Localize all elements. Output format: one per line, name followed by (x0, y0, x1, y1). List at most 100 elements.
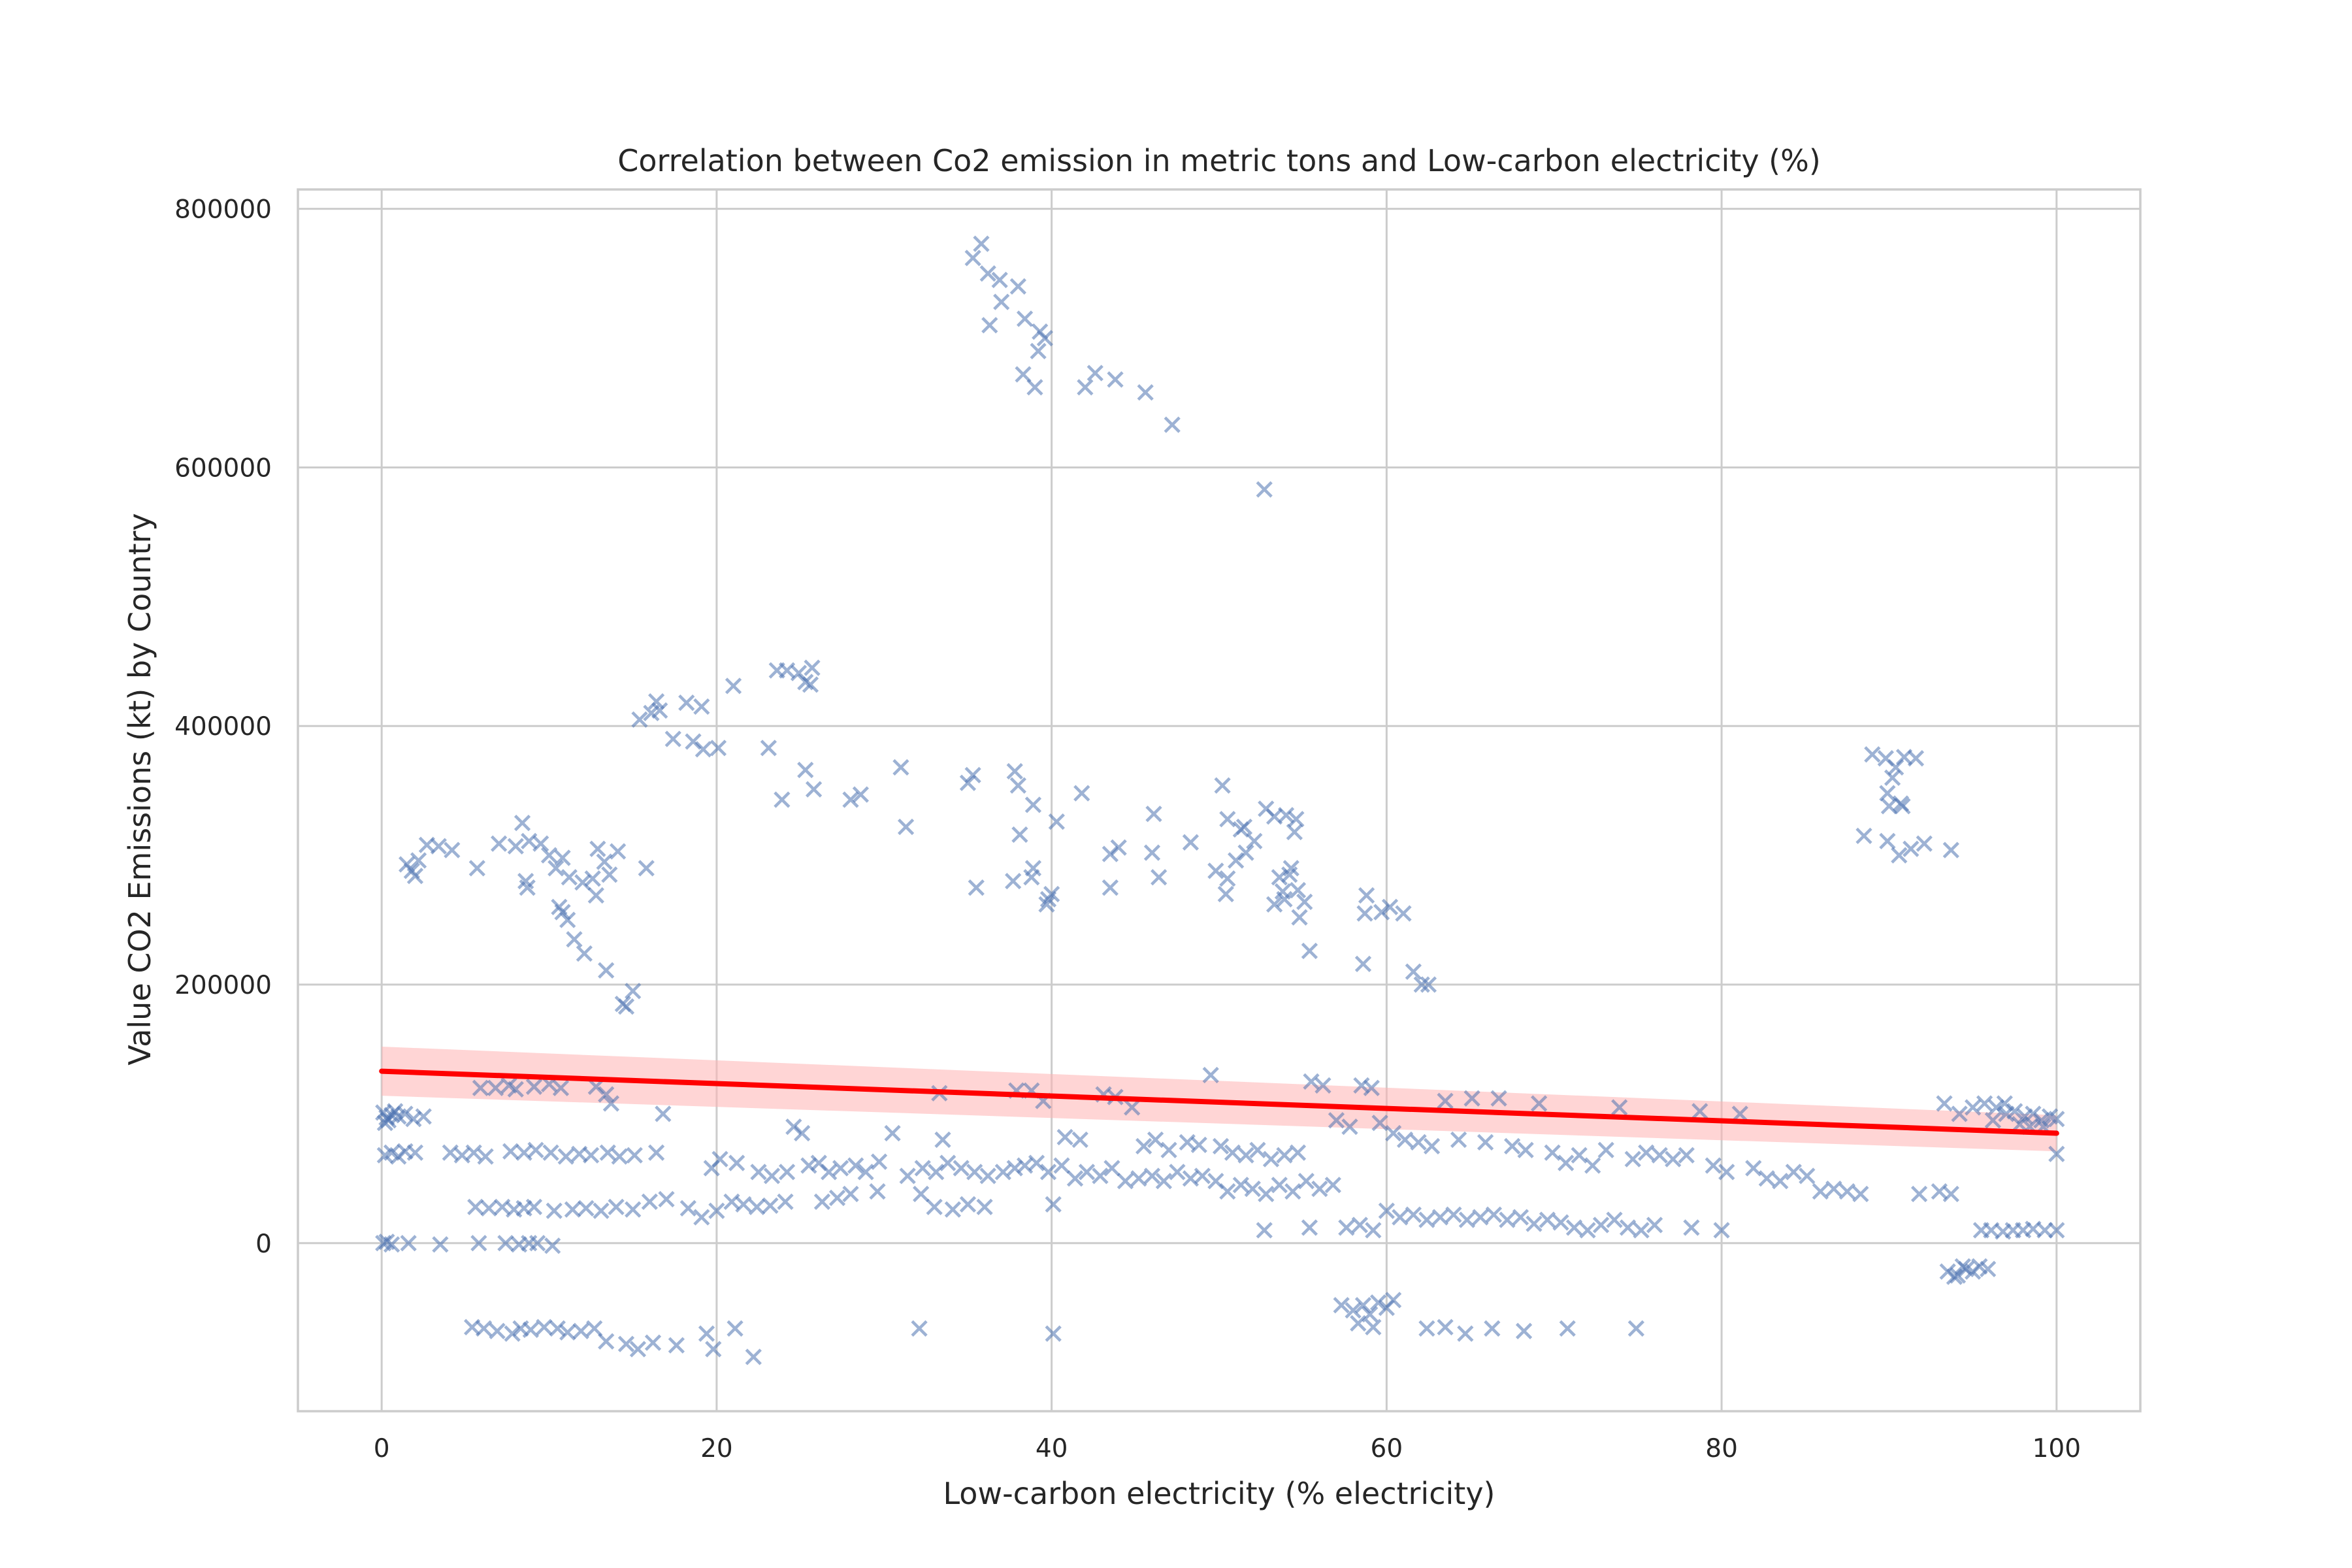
data-point (1086, 365, 1103, 382)
data-point (762, 1197, 779, 1214)
data-point (1358, 887, 1375, 904)
data-point (641, 1193, 658, 1211)
data-point (1423, 1137, 1441, 1154)
data-point (959, 1196, 977, 1213)
data-point (1354, 955, 1372, 972)
data-point (593, 1202, 610, 1219)
data-point (525, 1078, 543, 1095)
data-point (406, 868, 424, 885)
data-point (1006, 762, 1023, 780)
data-point (1705, 1157, 1722, 1174)
data-point (1731, 1105, 1748, 1122)
data-point (1891, 847, 1908, 864)
data-point (547, 860, 564, 877)
data-point (750, 1164, 767, 1181)
data-point (959, 774, 977, 791)
data-point (397, 1105, 414, 1122)
data-point (979, 265, 996, 282)
data-point (1350, 1315, 1367, 1332)
data-point (953, 1160, 970, 1177)
data-point (968, 879, 985, 896)
data-point (559, 911, 576, 928)
data-point (1282, 860, 1299, 877)
data-point (1288, 811, 1305, 828)
data-point (1544, 1144, 1561, 1161)
data-point (658, 1190, 675, 1208)
data-point (804, 659, 821, 676)
data-point (800, 1157, 817, 1174)
data-point (544, 1237, 561, 1254)
data-point (1145, 806, 1162, 823)
data-point (1244, 1181, 1261, 1198)
data-point (599, 1144, 616, 1161)
data-point (576, 945, 593, 962)
data-point (487, 1079, 504, 1096)
data-point (897, 818, 915, 836)
data-point (1450, 1131, 1467, 1149)
data-point (1579, 1222, 1596, 1239)
data-point (1646, 1217, 1663, 1233)
data-point (1665, 1151, 1682, 1168)
data-point (1584, 1157, 1601, 1174)
data-point (1301, 1219, 1318, 1236)
data-point (813, 1193, 831, 1211)
data-point (1077, 379, 1094, 396)
data-point (647, 1144, 665, 1161)
data-point (679, 1200, 696, 1217)
data-point (1045, 1325, 1062, 1342)
data-point (914, 1160, 931, 1177)
data-point (1301, 942, 1318, 960)
data-point (1772, 1173, 1789, 1190)
data-point (821, 1164, 838, 1181)
regression-line (379, 1068, 2059, 1136)
data-point (1526, 1215, 1543, 1232)
data-point (1365, 1222, 1382, 1239)
data-point (1356, 905, 1373, 922)
data-point (406, 1144, 424, 1161)
data-point (1249, 1141, 1266, 1158)
data-point (1110, 839, 1127, 856)
data-point (1155, 1173, 1173, 1190)
data-point (1262, 1151, 1280, 1168)
data-point (1980, 1260, 1997, 1277)
data-point (911, 1320, 928, 1337)
data-point (664, 730, 681, 747)
data-point (1023, 869, 1040, 886)
data-point (1043, 885, 1060, 903)
data-point (608, 1198, 625, 1215)
data-point (625, 983, 642, 1000)
data-point (1838, 1183, 1855, 1200)
data-point (1207, 862, 1224, 879)
data-point (748, 1198, 766, 1215)
data-point (2048, 1111, 2065, 1128)
x-tick-label: 80 (1705, 1434, 1738, 1463)
data-point (1855, 827, 1872, 845)
y-tick-label: 800000 (174, 195, 272, 225)
data-point (1539, 1211, 1556, 1228)
data-point (1219, 1183, 1236, 1200)
data-point (1477, 1134, 1494, 1151)
x-tick-label: 20 (700, 1434, 733, 1463)
data-point (467, 1198, 484, 1215)
data-point (1384, 1292, 1402, 1309)
data-point (1718, 1164, 1735, 1181)
data-point (1558, 1154, 1575, 1171)
data-point (1910, 1185, 1928, 1203)
data-point (564, 1201, 581, 1218)
data-point (610, 843, 627, 860)
data-point (1092, 1168, 1109, 1184)
data-point (857, 1164, 874, 1181)
data-point (1277, 807, 1295, 824)
data-point (727, 1320, 743, 1337)
data-point (1182, 834, 1200, 851)
data-point (852, 786, 870, 803)
data-point (1219, 870, 1236, 887)
data-point (549, 1320, 566, 1337)
data-point (554, 904, 571, 921)
data-point (1143, 844, 1161, 861)
data-point (805, 781, 823, 798)
data-point (598, 1086, 615, 1103)
data-point (711, 1151, 728, 1168)
data-point (1276, 890, 1293, 908)
data-point (979, 1168, 996, 1184)
